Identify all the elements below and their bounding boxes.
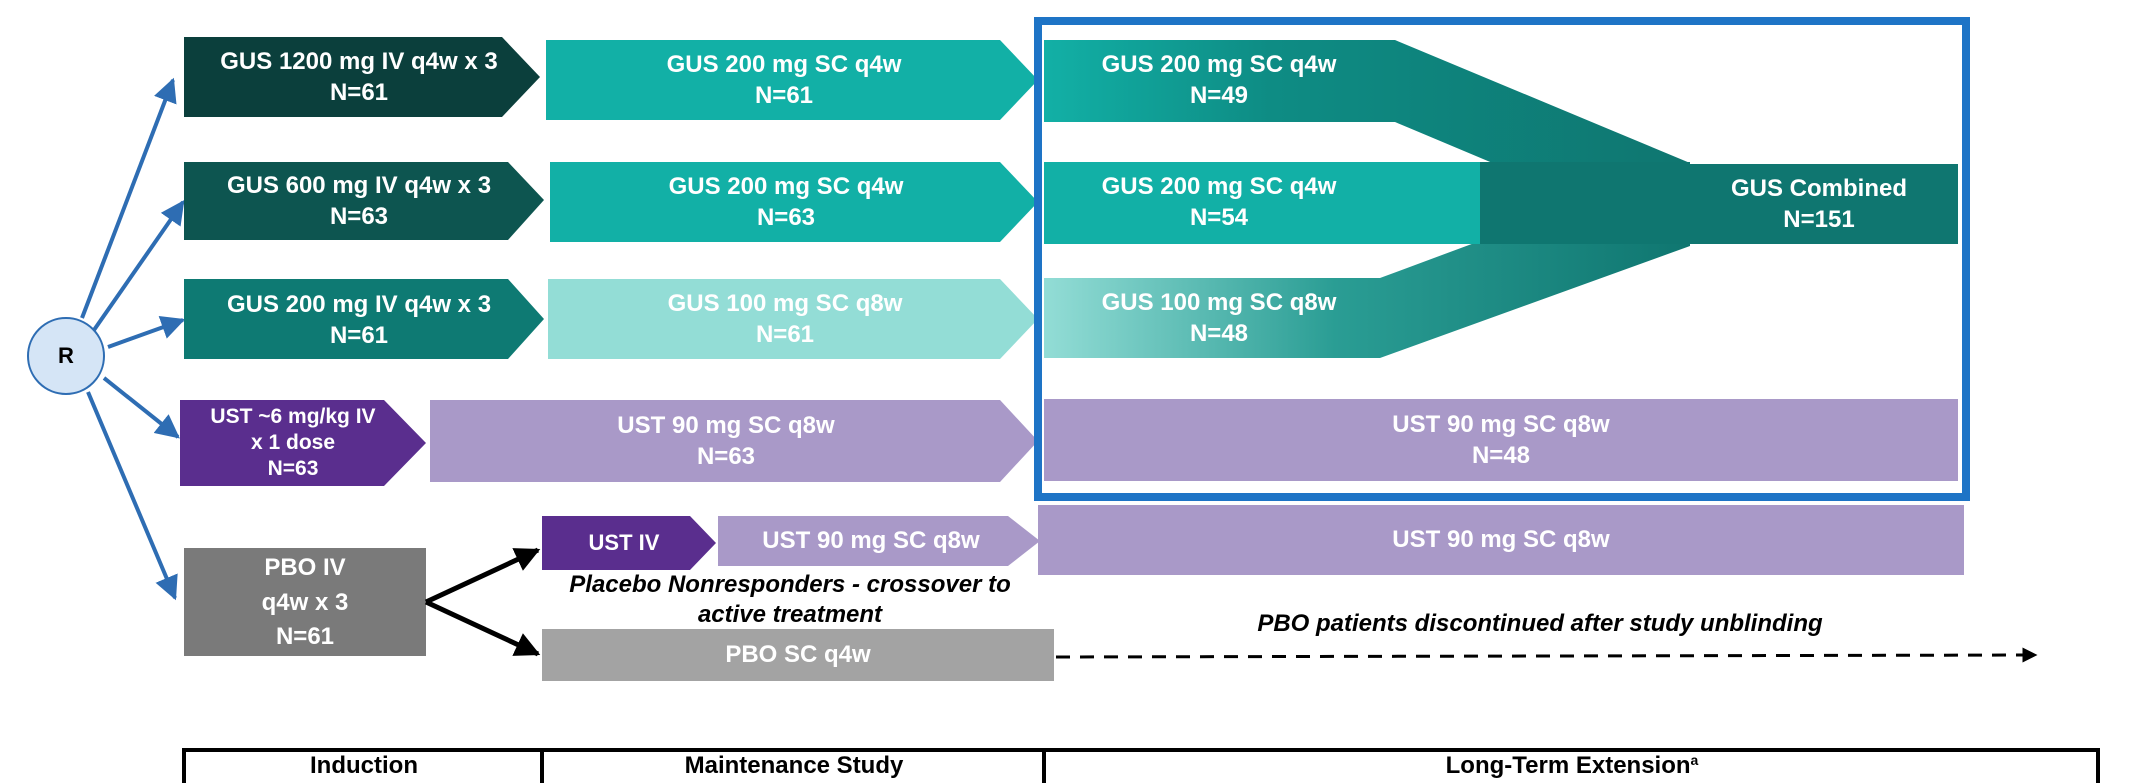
gus-combined-box — [1680, 164, 1958, 244]
extension-bar-crossover-ust — [1038, 505, 1964, 575]
extension-label-ust: UST 90 mg SC q8w N=48 — [1392, 410, 1610, 469]
randomize-node — [27, 317, 105, 395]
induction-label-ust: UST ~6 mg/kg IV x 1 dose N=63 — [210, 404, 376, 481]
extension-label-gus200-a: GUS 200 mg SC q4w N=49 — [1101, 50, 1337, 109]
pbo-discontinued-note: PBO patients discontinued after study un… — [1257, 610, 1823, 638]
extension-bar-ust — [1044, 399, 1958, 481]
induction-box-pbo — [184, 548, 426, 656]
extension-funnel-middle — [1480, 162, 1690, 244]
induction-arrow-gus600 — [184, 162, 544, 240]
extension-label-gus100: GUS 100 mg SC q8w N=48 — [1101, 288, 1337, 347]
phase-extension: Long-Term Extension a — [1445, 752, 1699, 779]
randomization-arrows — [80, 77, 186, 601]
pbo-sc-box — [542, 629, 1054, 681]
induction-label-gus600: GUS 600 mg IV q4w x 3 N=63 — [226, 171, 492, 230]
crossover-note: Placebo Nonresponders - crossover to act… — [569, 571, 1011, 628]
phase-induction: Induction — [310, 752, 418, 779]
maintenance-arrow-gus200-a — [546, 40, 1038, 120]
maintenance-arrow-ust — [430, 400, 1038, 482]
induction-label-pbo: PBO IV q4w x 3 N=61 — [261, 553, 349, 651]
maintenance-label-gus200-a: GUS 200 mg SC q4w N=61 — [666, 50, 902, 109]
crossover-split-arrows — [424, 547, 541, 657]
induction-label-gus1200: GUS 1200 mg IV q4w x 3 N=61 — [220, 47, 498, 106]
pbo-discontinued-arrow — [1055, 647, 2038, 663]
induction-arrow-gus1200 — [184, 37, 540, 117]
pbo-sc-label: PBO SC q4w — [725, 641, 871, 669]
phase-extension-footnote: a — [1690, 752, 1699, 768]
crossover-ust-iv-arrow — [542, 516, 716, 570]
extension-funnel-bottom — [1044, 163, 1690, 358]
induction-arrow-ust — [180, 400, 426, 486]
maintenance-arrow-gus100 — [548, 279, 1038, 359]
phase-header-table — [182, 748, 2100, 783]
maintenance-arrow-gus200-b — [550, 162, 1038, 242]
crossover-ust-iv-label: UST IV — [588, 529, 660, 555]
crossover-ust-sc-arrow — [718, 516, 1040, 566]
maintenance-label-gus100: GUS 100 mg SC q8w N=61 — [667, 289, 903, 348]
induction-arrow-gus200 — [184, 279, 544, 359]
extension-funnel-top — [1044, 40, 1690, 246]
maintenance-label-ust: UST 90 mg SC q8w N=63 — [617, 411, 835, 470]
induction-label-gus200: GUS 200 mg IV q4w x 3 N=61 — [226, 290, 492, 349]
randomize-label: R — [58, 342, 74, 368]
maintenance-label-gus200-b: GUS 200 mg SC q4w N=63 — [668, 172, 904, 231]
gus-combined-label: GUS Combined N=151 — [1730, 174, 1907, 233]
extension-crossover-ust-label: UST 90 mg SC q8w — [1392, 526, 1610, 554]
extension-label-gus200-b: GUS 200 mg SC q4w N=54 — [1101, 172, 1337, 231]
crossover-ust-sc-label: UST 90 mg SC q8w — [762, 527, 980, 555]
phase-maintenance: Maintenance Study — [684, 752, 904, 779]
long-term-extension-highlight — [1034, 17, 1970, 501]
